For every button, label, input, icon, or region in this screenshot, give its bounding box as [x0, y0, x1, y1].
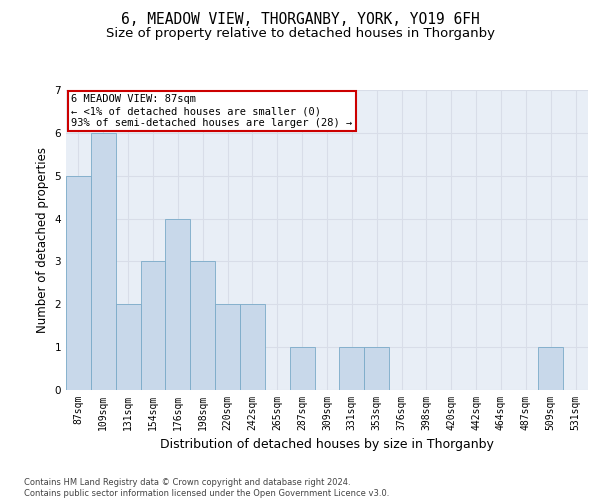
Text: Size of property relative to detached houses in Thorganby: Size of property relative to detached ho… [106, 28, 494, 40]
Bar [240, 304, 265, 390]
X-axis label: Distribution of detached houses by size in Thorganby: Distribution of detached houses by size … [160, 438, 494, 452]
Bar [166, 218, 190, 390]
Bar [91, 133, 116, 390]
Text: 6, MEADOW VIEW, THORGANBY, YORK, YO19 6FH: 6, MEADOW VIEW, THORGANBY, YORK, YO19 6F… [121, 12, 479, 28]
Text: 6 MEADOW VIEW: 87sqm
← <1% of detached houses are smaller (0)
93% of semi-detach: 6 MEADOW VIEW: 87sqm ← <1% of detached h… [71, 94, 352, 128]
Bar [364, 347, 389, 390]
Bar [538, 347, 563, 390]
Bar [66, 176, 91, 390]
Bar [116, 304, 140, 390]
Text: Contains HM Land Registry data © Crown copyright and database right 2024.
Contai: Contains HM Land Registry data © Crown c… [24, 478, 389, 498]
Bar [290, 347, 314, 390]
Y-axis label: Number of detached properties: Number of detached properties [36, 147, 49, 333]
Bar [140, 262, 166, 390]
Bar [190, 262, 215, 390]
Bar [340, 347, 364, 390]
Bar [215, 304, 240, 390]
